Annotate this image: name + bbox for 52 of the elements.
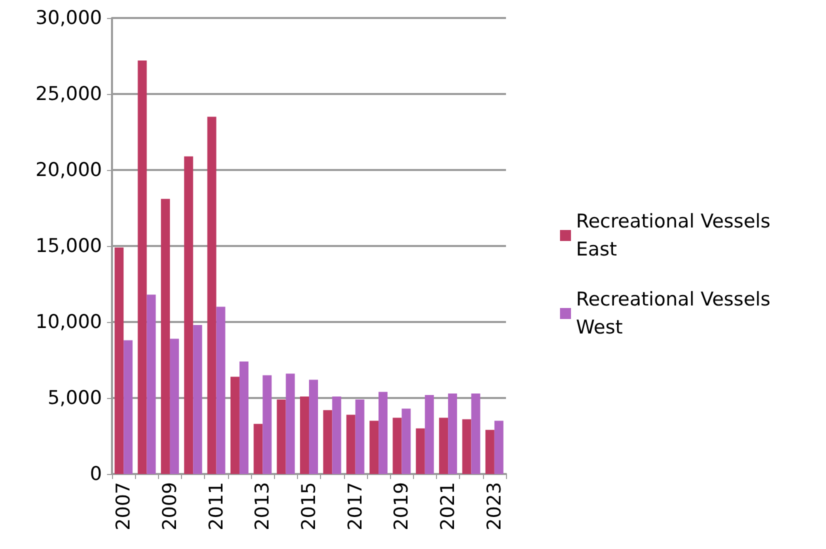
bar (114, 248, 124, 474)
x-tick-label: 2011 (205, 482, 228, 530)
bar (216, 306, 226, 474)
bar (494, 420, 504, 474)
bar (207, 116, 216, 474)
bar (309, 380, 318, 474)
y-tick-label: 15,000 (36, 235, 102, 257)
bar (300, 396, 309, 474)
bar (146, 294, 156, 474)
x-tick-label: 2007 (112, 482, 135, 530)
bar (370, 420, 379, 474)
bar (485, 430, 494, 474)
bar (160, 198, 170, 474)
bar (254, 424, 263, 474)
y-tick-label: 10,000 (36, 311, 102, 333)
bar (323, 410, 332, 474)
y-tick-label: 20,000 (36, 159, 102, 181)
bar (439, 418, 448, 474)
bar (230, 376, 240, 474)
x-tick-label: 2023 (483, 482, 506, 530)
bar (378, 392, 388, 474)
bar (402, 408, 411, 474)
bar (471, 393, 480, 474)
bar (346, 414, 356, 474)
x-tick-label: 2019 (390, 482, 413, 530)
bar (170, 338, 179, 474)
y-tick-label: 5,000 (48, 387, 102, 409)
bar (262, 375, 272, 474)
x-tick-label: 2017 (344, 482, 366, 530)
bar (124, 340, 133, 474)
bar (184, 156, 194, 474)
bar (193, 325, 202, 474)
bar (462, 419, 472, 474)
legend-label: Recreational Vessels West (576, 288, 776, 338)
bar (392, 418, 402, 474)
x-tick-label: 2021 (437, 482, 460, 530)
bar (239, 362, 248, 474)
bar (416, 428, 425, 474)
y-tick-label: 30,000 (36, 7, 102, 29)
x-tick-label: 2013 (252, 482, 274, 530)
x-tick-label: 2015 (298, 482, 320, 530)
x-tick-label: 2009 (158, 482, 181, 530)
bar (138, 60, 147, 474)
legend-label: Recreational Vessels East (576, 210, 776, 260)
bar (276, 400, 286, 474)
bar (424, 394, 434, 474)
y-tick-label: 0 (90, 463, 102, 485)
bar (448, 393, 458, 474)
bar (286, 374, 295, 474)
bar (355, 400, 364, 474)
y-tick-label: 25,000 (36, 83, 102, 105)
bar (332, 396, 342, 474)
